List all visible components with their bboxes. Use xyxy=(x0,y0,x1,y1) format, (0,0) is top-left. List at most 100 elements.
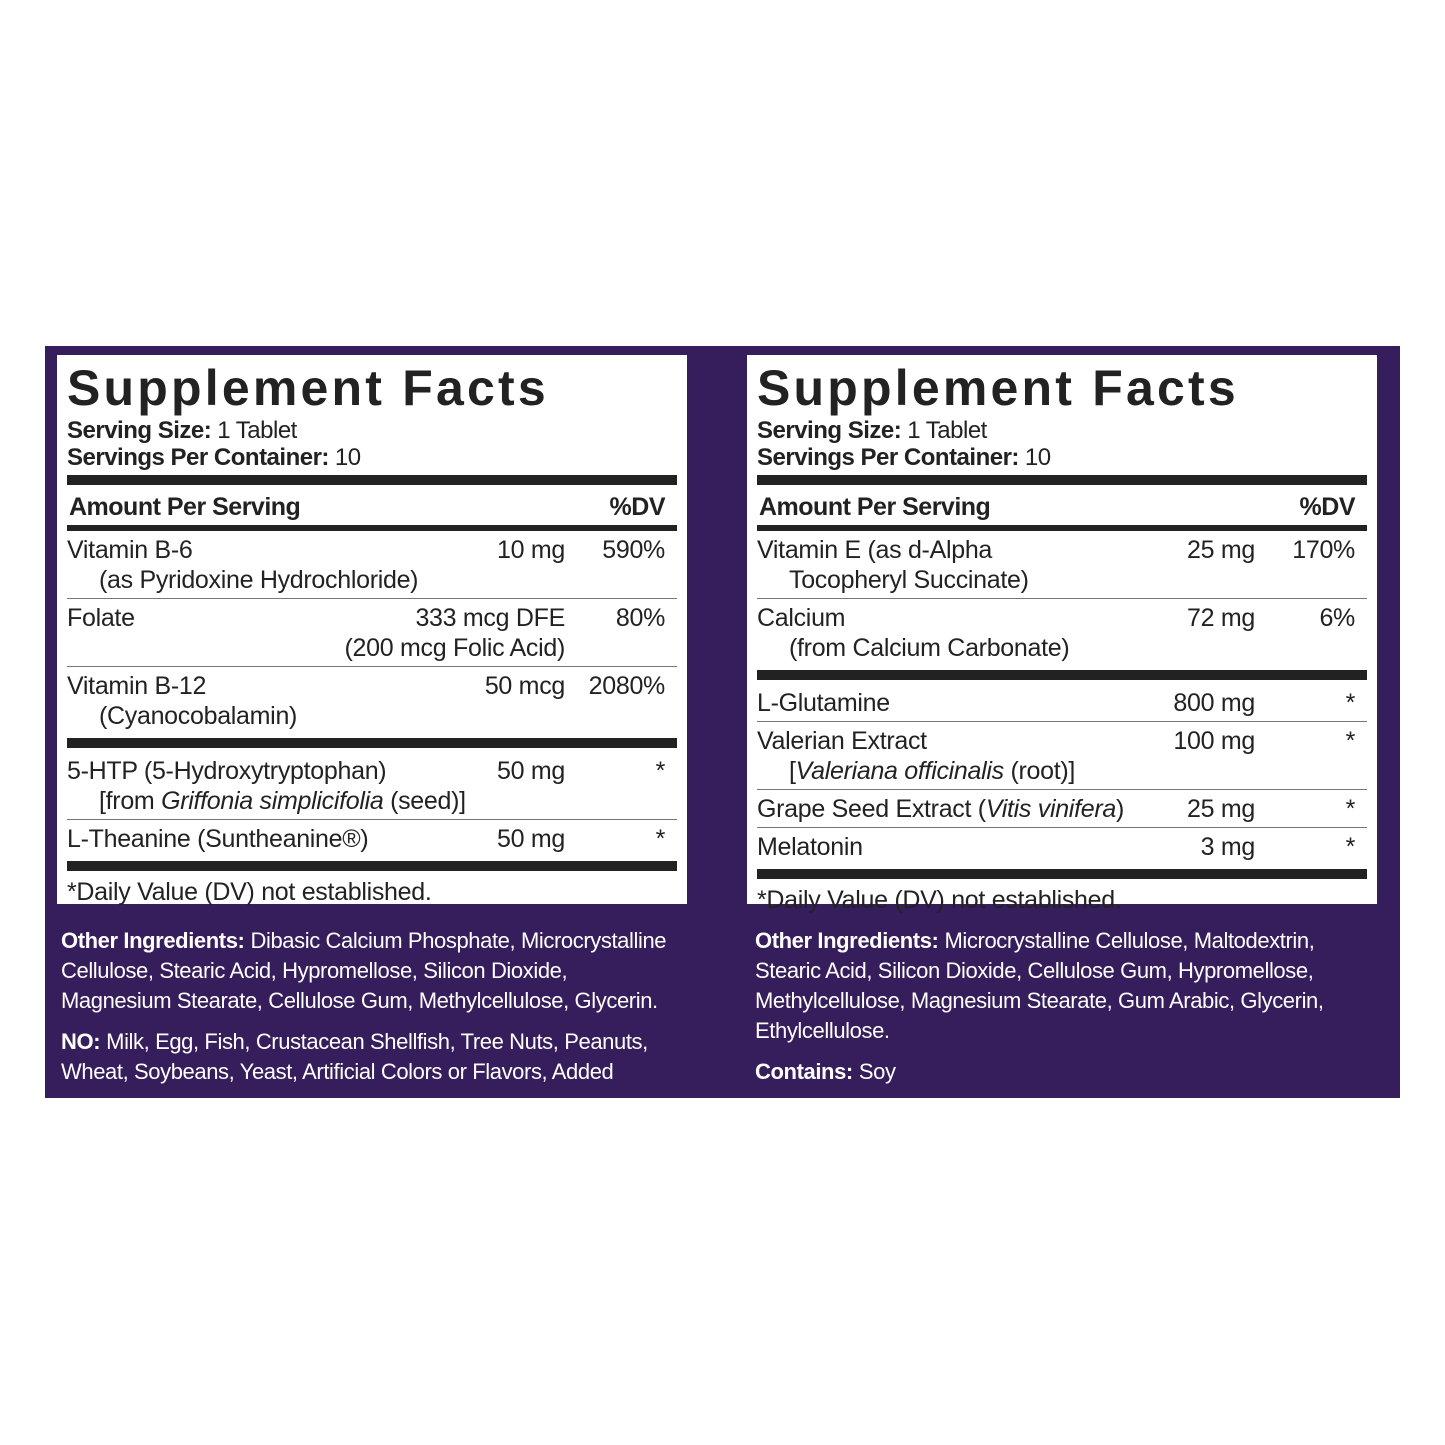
nutrient-amount: 333 mcg DFE xyxy=(415,604,565,632)
nutrient-amount: 50 mg xyxy=(497,757,565,785)
label-background: Supplement Facts Serving Size: 1 Tablet Ser… xyxy=(45,346,1400,1098)
serving-size-label: Serving Size: xyxy=(757,417,902,444)
nutrient-dv: 6% xyxy=(1319,604,1355,632)
serving-size-label: Serving Size: xyxy=(67,417,212,444)
ingredient-label: NO: xyxy=(61,1029,101,1054)
text-segment: (seed)] xyxy=(383,787,466,815)
text-segment: [from xyxy=(99,787,162,815)
nutrient-row: Folate 333 mcg DFE 80% (200 mcg Folic Acid) xyxy=(67,598,677,666)
nutrient-dv: * xyxy=(655,825,666,853)
amount-header: Amount Per Serving xyxy=(759,493,991,521)
nutrient-row: Vitamin B-12 50 mcg 2080% (Cyanocobalamin) xyxy=(67,666,677,734)
nutrient-dv: 2080% xyxy=(588,672,666,700)
nutrient-amount: 10 mg xyxy=(497,536,565,564)
nutrient-row: 5-HTP (5-Hydroxytryptophan) 50 mg * [from G… xyxy=(67,752,677,819)
divider xyxy=(757,670,1367,680)
nutrient-amount: 800 mg xyxy=(1173,689,1255,717)
ingredient-paragraph: NO: Milk, Egg, Fish, Crustacean Shellfish… xyxy=(61,1027,671,1087)
serving-size: Serving Size: 1 Tablet xyxy=(757,417,1367,444)
nutrient-name: L-Glutamine xyxy=(757,689,890,717)
divider xyxy=(67,475,677,485)
servings-per-container: Servings Per Container: 10 xyxy=(67,444,677,471)
footnote: *Daily Value (DV) not established. xyxy=(67,878,432,906)
header-row: Amount Per Serving %DV xyxy=(757,489,1367,525)
dv-header: %DV xyxy=(1299,493,1356,521)
nutrient-name: Melatonin xyxy=(757,833,863,861)
nutrient-amount: 25 mg xyxy=(1187,795,1255,823)
nutrient-amount: 50 mcg xyxy=(484,672,565,700)
nutrient-name: Grape Seed Extract (Vitis vinifera) xyxy=(757,794,1187,824)
nutrient-dv: * xyxy=(1345,689,1356,717)
nutrient-row: L-Theanine (Suntheanine®) 50 mg * xyxy=(67,819,677,857)
text-segment: ) xyxy=(1115,795,1124,823)
nutrient-dv: 590% xyxy=(602,536,665,564)
divider xyxy=(67,525,677,531)
nutrient-note: (as Pyridoxine Hydrochloride) xyxy=(99,566,419,594)
nutrient-row: Vitamin B-6 10 mg 590% (as Pyridoxine Hydro… xyxy=(67,531,677,598)
nutrient-dv: * xyxy=(655,757,666,785)
serving-size-value: 1 Tablet xyxy=(907,417,987,444)
facts-panel: Supplement Facts Serving Size: 1 Tablet Ser… xyxy=(747,355,1377,914)
servings-value: 10 xyxy=(1024,444,1051,471)
ingredient-paragraph: Other Ingredients: Microcrystalline Cellu… xyxy=(755,926,1365,1046)
amount-note: (200 mcg Folic Acid) xyxy=(344,634,566,662)
nutrient-group: L-Glutamine 800 mg * Valerian Extract 100 mg… xyxy=(757,684,1367,865)
nutrient-amount: 25 mg xyxy=(1187,536,1255,564)
ingredient-text: Milk, Egg, Fish, Crustacean Shellfish, T… xyxy=(61,1029,648,1084)
nutrient-row: L-Glutamine 800 mg * xyxy=(757,684,1367,721)
text-segment: Grape Seed Extract ( xyxy=(757,795,986,823)
servings-label: Servings Per Container: xyxy=(67,444,329,471)
header-row: Amount Per Serving %DV xyxy=(67,489,677,525)
serving-size: Serving Size: 1 Tablet xyxy=(67,417,677,444)
text-segment: [ xyxy=(789,757,796,785)
nutrient-note: (from Calcium Carbonate) xyxy=(789,634,1070,662)
nutrient-group: 5-HTP (5-Hydroxytryptophan) 50 mg * [from G… xyxy=(67,752,677,857)
nutrient-amount: 100 mg xyxy=(1173,727,1255,755)
panel-title: Supplement Facts xyxy=(757,360,1239,416)
ingredient-paragraph: Other Ingredients: Dibasic Calcium Phosph… xyxy=(61,926,671,1016)
dv-header: %DV xyxy=(609,493,666,521)
servings-per-container: Servings Per Container: 10 xyxy=(757,444,1367,471)
divider xyxy=(757,869,1367,879)
ingredient-text: Soy xyxy=(858,1059,896,1084)
text-segment: Vitis vinifera xyxy=(985,795,1116,823)
nutrient-note: Tocopheryl Succinate) xyxy=(789,566,1029,594)
ingredient-label: Other Ingredients: xyxy=(755,928,939,953)
nutrient-note: [Valeriana officinalis (root)] xyxy=(757,756,1255,786)
footnote: *Daily Value (DV) not established. xyxy=(757,886,1122,914)
text-segment: Valeriana officinalis xyxy=(795,757,1004,785)
servings-label: Servings Per Container: xyxy=(757,444,1019,471)
nutrient-name: 5-HTP (5-Hydroxytryptophan) xyxy=(67,757,387,785)
divider xyxy=(757,475,1367,485)
nutrient-amount: 72 mg xyxy=(1187,604,1255,632)
servings-value: 10 xyxy=(334,444,361,471)
ingredient-paragraph: Contains: Soy xyxy=(755,1057,1365,1087)
divider xyxy=(757,525,1367,531)
nutrient-dv: * xyxy=(1345,795,1356,823)
facts-panel: Supplement Facts Serving Size: 1 Tablet Ser… xyxy=(57,355,687,906)
ingredient-text: Microcrystalline Cellulose, Maltodextrin… xyxy=(755,928,1324,1043)
ingredients-block: Other Ingredients: Microcrystalline Cellu… xyxy=(755,926,1365,1098)
divider xyxy=(67,861,677,871)
text-segment: (root)] xyxy=(1003,757,1076,785)
nutrient-row: Vitamin E (as d-Alpha 25 mg 170% Tocopheryl… xyxy=(757,531,1367,598)
nutrient-name: Folate xyxy=(67,604,135,632)
nutrient-name: Vitamin B-12 xyxy=(67,672,207,700)
nutrient-name: Vitamin B-6 xyxy=(67,536,193,564)
amount-header: Amount Per Serving xyxy=(69,493,301,521)
ingredient-text: Dibasic Calcium Phosphate, Microcrystall… xyxy=(61,928,667,1013)
nutrient-amount: 50 mg xyxy=(497,825,565,853)
nutrient-name: Calcium xyxy=(757,604,846,632)
nutrient-name: L-Theanine (Suntheanine®) xyxy=(67,825,369,853)
nutrient-group: Vitamin B-6 10 mg 590% (as Pyridoxine Hydro… xyxy=(67,531,677,734)
nutrient-group: Vitamin E (as d-Alpha 25 mg 170% Tocopheryl… xyxy=(757,531,1367,666)
panel-title: Supplement Facts xyxy=(67,360,549,416)
divider xyxy=(67,738,677,748)
nutrient-amount: 3 mg xyxy=(1200,833,1256,861)
nutrient-dv: 80% xyxy=(615,604,665,632)
ingredient-label: Other Ingredients: xyxy=(61,928,245,953)
nutrient-row: Calcium 72 mg 6% (from Calcium Carbonate) xyxy=(757,598,1367,666)
nutrient-dv: * xyxy=(1345,833,1356,861)
text-segment: Griffonia simplicifolia xyxy=(161,787,384,815)
